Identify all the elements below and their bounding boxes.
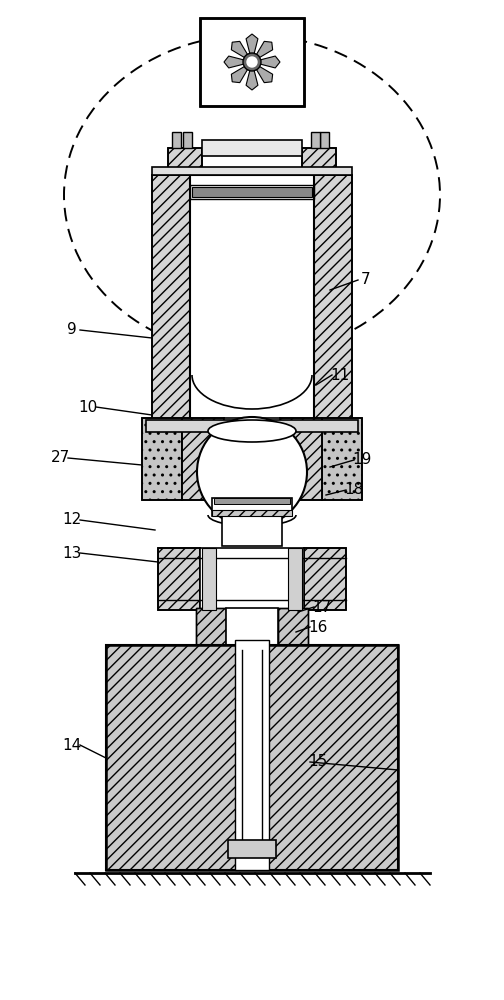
Bar <box>152 175 190 420</box>
Bar <box>200 18 304 106</box>
Bar <box>196 608 226 648</box>
Bar <box>168 148 202 176</box>
Bar <box>302 148 336 176</box>
Bar <box>106 645 398 870</box>
Bar <box>192 187 312 197</box>
Bar <box>314 175 352 420</box>
Bar <box>322 418 362 500</box>
Bar <box>280 418 322 500</box>
Bar <box>190 185 314 199</box>
Bar <box>152 175 190 420</box>
Bar <box>158 548 200 610</box>
Bar <box>106 645 398 870</box>
Polygon shape <box>246 62 258 90</box>
Bar <box>304 548 346 610</box>
Bar <box>288 548 302 610</box>
Bar <box>142 418 182 500</box>
Bar <box>278 608 308 648</box>
Circle shape <box>197 417 307 527</box>
Bar <box>202 548 216 610</box>
Polygon shape <box>231 41 252 62</box>
Bar <box>278 608 308 648</box>
Bar <box>214 498 290 504</box>
Text: 14: 14 <box>62 738 82 752</box>
Text: 27: 27 <box>50 450 70 466</box>
Polygon shape <box>252 41 273 62</box>
Bar <box>196 608 226 648</box>
Bar <box>142 418 182 500</box>
Bar <box>228 840 276 858</box>
Polygon shape <box>246 34 258 62</box>
Bar <box>322 418 362 500</box>
Bar <box>212 498 292 516</box>
Circle shape <box>243 53 261 71</box>
Bar <box>172 132 181 148</box>
Bar <box>146 420 358 432</box>
Bar <box>200 548 304 610</box>
Bar <box>314 175 352 420</box>
Bar <box>304 548 346 610</box>
Text: 17: 17 <box>312 599 332 614</box>
Polygon shape <box>224 56 252 68</box>
Bar <box>311 132 320 148</box>
Text: 15: 15 <box>308 754 328 770</box>
Text: 11: 11 <box>331 367 350 382</box>
Bar <box>182 418 224 500</box>
Circle shape <box>247 57 257 67</box>
Text: 18: 18 <box>344 483 363 497</box>
Bar <box>224 418 280 500</box>
Text: 9: 9 <box>67 322 77 338</box>
Bar <box>222 516 282 546</box>
Bar <box>200 18 304 106</box>
Text: 10: 10 <box>79 399 98 414</box>
Polygon shape <box>231 62 252 83</box>
Bar <box>212 510 292 516</box>
Bar <box>152 167 352 175</box>
Bar <box>235 640 269 870</box>
Bar <box>226 608 278 648</box>
Bar <box>280 418 322 500</box>
Bar <box>182 418 224 500</box>
Text: 12: 12 <box>62 512 82 528</box>
Bar <box>302 148 336 176</box>
Bar <box>168 148 202 176</box>
Text: 16: 16 <box>308 619 328 635</box>
Ellipse shape <box>208 420 296 442</box>
Text: 7: 7 <box>361 272 371 288</box>
Polygon shape <box>252 62 273 83</box>
Polygon shape <box>252 56 280 68</box>
Bar <box>158 548 200 610</box>
Bar <box>190 175 314 420</box>
Text: 13: 13 <box>62 546 82 560</box>
Bar <box>320 132 329 148</box>
Bar <box>202 140 302 156</box>
Ellipse shape <box>64 35 440 355</box>
Text: 19: 19 <box>352 452 371 468</box>
Bar <box>183 132 192 148</box>
